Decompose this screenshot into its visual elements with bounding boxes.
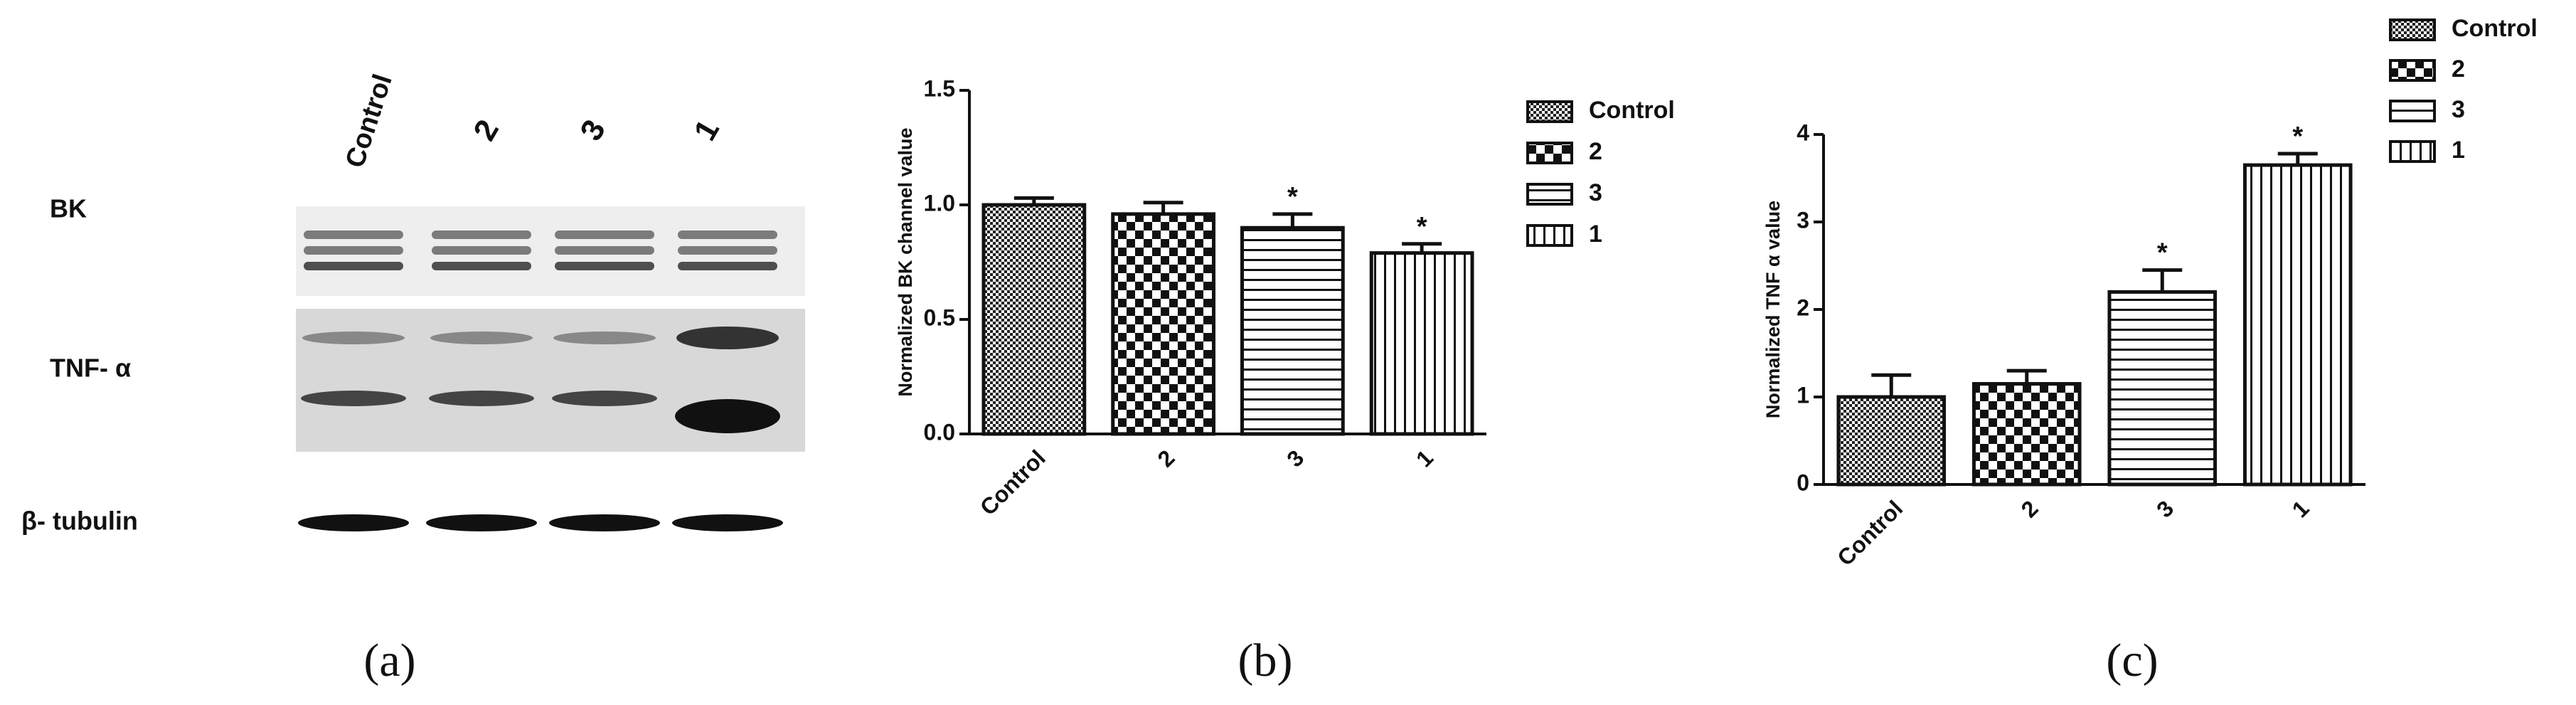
bar xyxy=(2242,163,2353,487)
band xyxy=(429,391,534,406)
x-tick-label: 1 xyxy=(2287,495,2314,522)
band xyxy=(302,332,405,344)
row-label: BK xyxy=(50,194,87,223)
x-tick-label: Control xyxy=(1832,495,1907,571)
bar xyxy=(2107,290,2218,487)
y-tick-label: 0 xyxy=(1797,470,1809,495)
x-tick-label: 2 xyxy=(1153,445,1180,472)
legend-swatch xyxy=(2389,100,2436,122)
x-tick-label: 1 xyxy=(1411,445,1438,472)
band xyxy=(301,391,406,406)
y-tick-label: 1.5 xyxy=(924,75,955,101)
band xyxy=(675,399,780,433)
legend-swatch xyxy=(2389,140,2436,163)
error-bar xyxy=(1272,212,1313,228)
y-tick-label: 0.0 xyxy=(924,419,955,445)
band xyxy=(430,332,533,344)
band xyxy=(549,514,660,531)
significance: * xyxy=(2292,122,2303,152)
y-tick-label: 3 xyxy=(1797,207,1809,233)
legend-label: 2 xyxy=(2452,55,2465,83)
legend-label: Control xyxy=(1589,97,1675,124)
lane-label: 1 xyxy=(687,114,726,147)
band xyxy=(552,391,657,406)
legend-label: 1 xyxy=(2452,137,2465,164)
legend-swatch xyxy=(1526,224,1573,247)
y-tick-label: 4 xyxy=(1797,120,1809,145)
significance: * xyxy=(1417,212,1427,242)
bar xyxy=(1836,395,1947,487)
bar xyxy=(1240,226,1345,436)
band xyxy=(432,230,531,239)
bar xyxy=(1111,212,1216,436)
caption: (c) xyxy=(2106,635,2158,687)
band xyxy=(555,230,654,239)
lane-label: 2 xyxy=(467,114,506,147)
row-label: β- tubulin xyxy=(21,507,138,536)
x-tick-label: Control xyxy=(975,445,1050,520)
error-bar xyxy=(2277,152,2318,166)
bar xyxy=(1369,251,1474,436)
error-bar xyxy=(1013,196,1054,205)
band xyxy=(426,514,537,531)
band xyxy=(432,246,531,255)
legend-label: 1 xyxy=(1589,221,1602,248)
band xyxy=(304,262,403,270)
x-tick-label: 3 xyxy=(2151,495,2178,522)
y-axis-label: Normalized TNF α value xyxy=(1762,201,1784,418)
legend-swatch xyxy=(1526,183,1573,206)
band xyxy=(676,327,779,349)
caption: (b) xyxy=(1238,635,1293,687)
legend-label: 3 xyxy=(1589,179,1602,206)
y-tick-label: 0.5 xyxy=(924,304,955,330)
band xyxy=(304,230,403,239)
band xyxy=(553,332,656,344)
error-bar xyxy=(1402,242,1442,253)
y-tick-label: 1 xyxy=(1797,382,1809,408)
x-tick-label: 3 xyxy=(1282,445,1309,472)
bar xyxy=(981,203,1087,436)
western-blot xyxy=(296,206,805,531)
legend-swatch xyxy=(2389,18,2436,41)
legend-swatch xyxy=(1526,100,1573,123)
y-tick-label: 1.0 xyxy=(924,190,955,216)
band xyxy=(555,246,654,255)
legend-label: Control xyxy=(2452,15,2538,42)
legend-label: 3 xyxy=(2452,96,2465,123)
lane-label: Control xyxy=(340,70,398,171)
band xyxy=(678,246,777,255)
band xyxy=(432,262,531,270)
band xyxy=(672,514,783,531)
lane-label: 3 xyxy=(573,114,612,147)
band xyxy=(678,230,777,239)
x-tick-label: 2 xyxy=(2016,495,2043,522)
legend-label: 2 xyxy=(1589,138,1602,165)
significance: * xyxy=(1287,182,1298,212)
y-axis-label: Normalized BK channel value xyxy=(895,127,916,396)
y-tick-label: 2 xyxy=(1797,295,1809,320)
legend-swatch xyxy=(2389,59,2436,82)
error-bar xyxy=(1871,373,1912,397)
band xyxy=(555,262,654,270)
significance: * xyxy=(2157,238,2168,268)
row-label: TNF- α xyxy=(50,354,131,383)
error-bar xyxy=(1143,201,1183,214)
bar xyxy=(1971,382,2082,487)
band xyxy=(678,262,777,270)
legend-swatch xyxy=(1526,142,1573,164)
caption: (a) xyxy=(363,635,415,687)
error-bar xyxy=(2142,268,2183,292)
band xyxy=(298,514,409,531)
band xyxy=(304,246,403,255)
error-bar xyxy=(2006,369,2047,384)
